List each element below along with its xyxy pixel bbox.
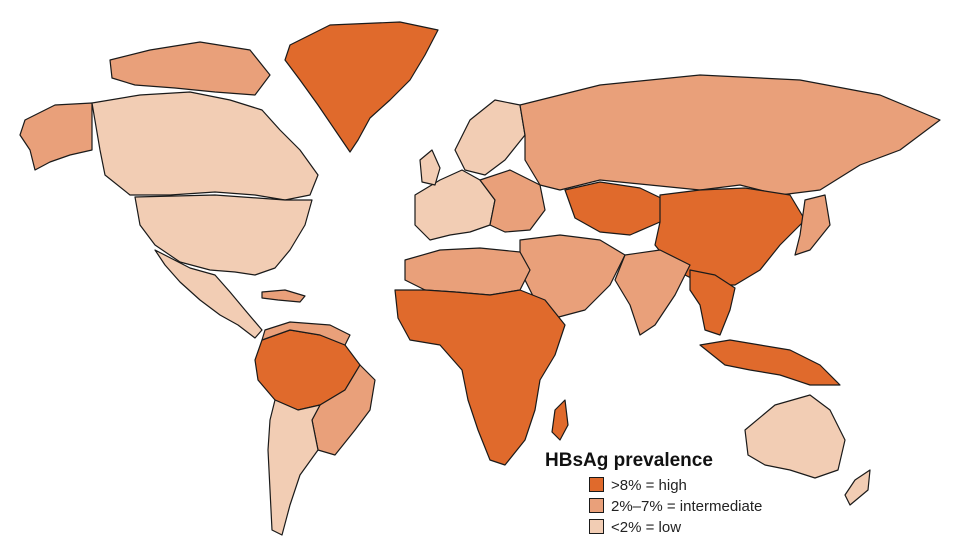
legend-item-intermediate: 2%–7% = intermediate bbox=[589, 498, 762, 516]
region-mongolia-china bbox=[654, 187, 806, 286]
legend: HBsAg prevalence >8% = high 2%–7% = inte… bbox=[545, 450, 845, 540]
region-japan bbox=[794, 194, 831, 256]
region-russia bbox=[519, 74, 941, 196]
legend-swatch-intermediate bbox=[589, 498, 604, 513]
legend-label-intermediate: 2%–7% = intermediate bbox=[611, 498, 763, 515]
region-usa bbox=[134, 194, 313, 276]
region-greenland bbox=[284, 21, 439, 153]
region-madagascar bbox=[551, 399, 569, 441]
legend-title: HBsAg prevalence bbox=[545, 450, 713, 471]
region-uk bbox=[419, 149, 441, 186]
region-north-africa bbox=[404, 247, 531, 296]
region-central-asia bbox=[564, 181, 666, 236]
legend-item-high: >8% = high bbox=[589, 477, 687, 495]
region-alaska bbox=[19, 102, 93, 171]
legend-item-low: <2% = low bbox=[589, 519, 681, 537]
region-sub-saharan-africa bbox=[394, 289, 566, 466]
region-scandinavia bbox=[454, 99, 526, 176]
region-south-america-northern-coast bbox=[261, 321, 351, 346]
legend-swatch-high bbox=[589, 477, 604, 492]
region-australia bbox=[744, 394, 846, 479]
region-middle-east bbox=[519, 234, 626, 319]
legend-label-high: >8% = high bbox=[611, 477, 687, 494]
region-maritime-southeast-asia bbox=[699, 339, 841, 386]
region-southern-cone bbox=[267, 399, 321, 536]
region-southeast-asia bbox=[689, 269, 736, 336]
region-indian-subcontinent bbox=[614, 249, 691, 336]
region-new-zealand bbox=[844, 469, 871, 506]
region-mexico-central-america bbox=[154, 249, 263, 339]
region-canada bbox=[91, 91, 319, 201]
legend-swatch-low bbox=[589, 519, 604, 534]
region-eastern-europe bbox=[479, 169, 546, 233]
legend-label-low: <2% = low bbox=[611, 519, 682, 536]
region-caribbean bbox=[261, 289, 306, 303]
region-arctic-islands bbox=[109, 41, 271, 96]
